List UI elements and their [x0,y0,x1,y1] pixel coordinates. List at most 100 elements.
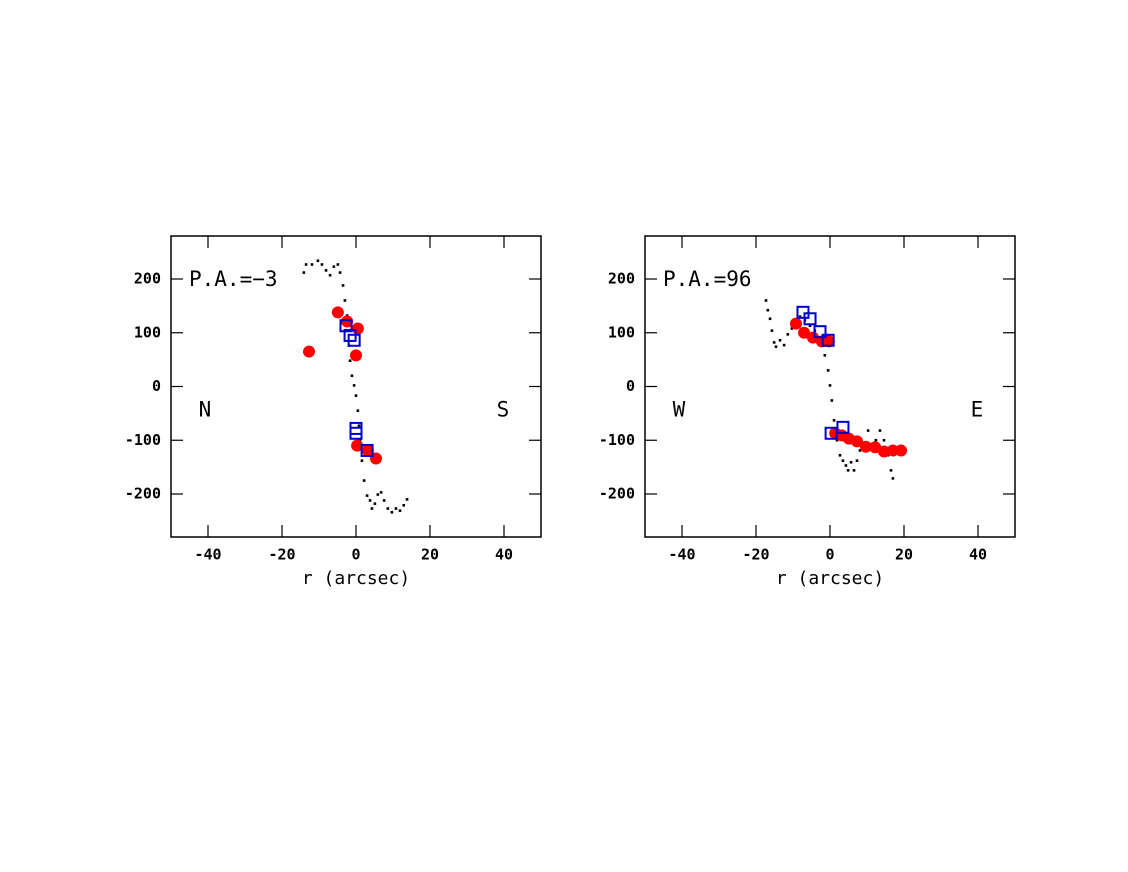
side-label: S [497,398,510,422]
data-dot [390,510,394,514]
data-dot [844,464,848,467]
data-circle [851,435,864,448]
x-tick-label: 20 [895,546,913,564]
data-dot [356,409,360,412]
data-dot [373,502,377,505]
data-dot [354,394,358,397]
data-dot [343,299,347,302]
data-circle [798,326,811,339]
x-tick-label: -40 [668,546,695,564]
data-circle [869,441,882,454]
data-square [813,325,827,339]
y-tick-label: -200 [125,485,161,503]
data-dot [786,333,790,336]
x-tick-label: 40 [969,546,987,564]
data-dot [368,499,372,502]
data-dot [302,271,306,274]
data-dot [778,338,782,342]
data-circle [331,306,344,319]
data-square [347,333,361,347]
x-axis-label: r (arcsec) [302,568,410,589]
data-circle [351,322,364,335]
data-dot [838,454,842,457]
data-dot [376,493,380,496]
data-dot [386,507,390,510]
data-dot [324,269,328,272]
x-axis-label: r (arcsec) [776,568,884,589]
data-circle [351,439,364,452]
x-tick-label: -20 [742,546,769,564]
data-dot [766,308,770,312]
data-dot [891,477,895,480]
data-dot [826,369,830,372]
data-dot [357,424,361,428]
data-dot [855,459,859,462]
data-square [339,319,353,333]
y-tick-label: 100 [134,323,161,341]
data-dot [405,498,409,501]
data-square [349,426,363,440]
data-dot [382,499,386,502]
data-circle [895,444,908,457]
data-dot [823,354,827,357]
data-dot [348,359,352,362]
data-circle [361,444,374,457]
y-tick-label: -100 [125,431,161,449]
data-dot [398,509,402,512]
data-dot [782,343,786,347]
data-square [803,312,817,326]
y-tick-label: 200 [134,270,161,288]
x-tick-label: -40 [194,546,221,564]
data-dot [358,438,362,442]
data-dot [350,374,354,378]
x-tick-label: 0 [351,546,360,564]
data-dot [338,271,342,274]
data-circle [859,440,872,453]
data-dot [336,263,340,266]
y-tick-label: -100 [599,431,635,449]
y-tick-label: 100 [608,323,635,341]
panel-title: P.A.=−3 [189,267,278,291]
x-tick-label: 40 [495,546,513,564]
side-label: N [199,398,212,422]
data-dot [316,259,320,263]
side-label: W [673,398,686,422]
x-tick-label: 20 [421,546,439,564]
data-dot [889,469,893,472]
data-dot [332,265,336,268]
data-dot [841,459,845,462]
data-circle [341,315,354,328]
data-dot [379,491,383,494]
data-circle [822,335,835,348]
data-dot [320,263,324,266]
data-dot [310,263,314,266]
data-dot [402,503,406,507]
data-dot [849,460,853,464]
data-dot [341,284,345,287]
data-circle [303,345,316,358]
panel-title: P.A.=96 [663,267,752,291]
data-circle [789,317,802,330]
data-dot [764,299,768,302]
data-dot [798,315,802,318]
data-dot [772,341,776,344]
data-dot [852,469,856,472]
data-dot [846,469,850,472]
data-dot [352,384,356,387]
data-dot [328,273,332,277]
data-circle [878,445,891,458]
data-dot [394,507,398,510]
data-dot [365,494,369,497]
data-dot [770,329,774,332]
data-dot [835,438,839,442]
data-dot [808,324,812,328]
data-dot [832,419,836,422]
data-square [821,333,835,347]
data-dot [304,263,308,266]
data-dot [768,317,772,321]
data-dot [882,438,886,442]
data-circle [350,349,362,362]
data-square [836,420,850,434]
